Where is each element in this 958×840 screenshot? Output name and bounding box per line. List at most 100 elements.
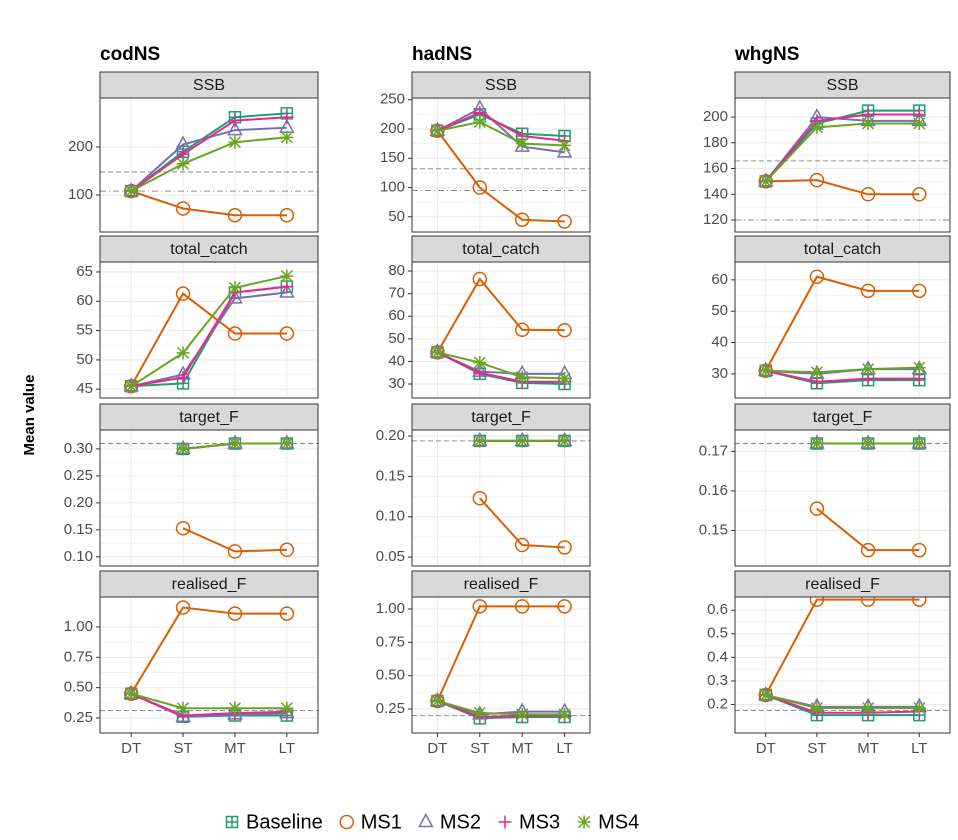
series-line	[436, 107, 565, 154]
strip-label: total_catch	[170, 241, 247, 258]
marker	[280, 269, 294, 283]
marker	[810, 120, 824, 134]
x-tick-label: ST	[173, 740, 192, 757]
series-line	[764, 113, 920, 183]
strip	[99, 235, 319, 263]
marker	[759, 688, 773, 702]
y-tick-label: 100	[68, 186, 93, 203]
x-tick-label: LT	[279, 740, 295, 757]
marker	[558, 434, 572, 448]
x-tick-label: MT	[511, 740, 533, 757]
y-tick-label: 0.25	[376, 700, 405, 717]
y-tick-label: 0.17	[699, 442, 728, 459]
marker	[809, 501, 825, 516]
marker	[514, 212, 530, 227]
series-line	[765, 694, 920, 710]
y-tick-label: 30	[711, 365, 728, 382]
series-line	[437, 120, 565, 147]
strip	[99, 570, 319, 598]
series-line	[764, 598, 920, 696]
marker	[472, 490, 488, 506]
marker	[123, 379, 139, 394]
y-axis-label: Mean value	[21, 375, 38, 456]
marker	[279, 326, 295, 341]
marker	[279, 207, 295, 223]
marker	[912, 283, 927, 299]
strip	[734, 71, 951, 99]
marker	[912, 436, 926, 450]
y-tick-label: 150	[380, 149, 405, 166]
series-line	[130, 285, 287, 388]
marker	[176, 370, 190, 384]
marker	[227, 207, 243, 223]
y-tick-label: 40	[388, 352, 405, 369]
series-line	[765, 694, 920, 714]
y-tick-label: 160	[703, 160, 728, 177]
marker	[176, 442, 190, 456]
marker	[810, 365, 824, 379]
series-line	[436, 351, 565, 383]
marker	[473, 356, 487, 370]
marker	[227, 121, 243, 136]
y-tick-label: 0.4	[707, 648, 728, 665]
x-tick-label: DT	[121, 740, 141, 757]
y-tick-label: 0.15	[699, 521, 728, 538]
marker	[472, 599, 488, 614]
series-line	[479, 497, 565, 549]
marker	[912, 372, 926, 386]
y-tick-label: 120	[703, 211, 728, 228]
strip	[411, 235, 591, 263]
y-tick-label: 40	[711, 334, 728, 351]
marker	[860, 283, 876, 299]
series-line	[130, 275, 288, 388]
y-tick-label: 60	[388, 307, 405, 324]
marker	[861, 116, 875, 130]
strip-label: realised_F	[805, 576, 880, 593]
series-line	[437, 700, 565, 716]
strip	[734, 570, 951, 598]
panel-background	[100, 430, 318, 566]
marker	[176, 157, 190, 171]
marker	[280, 436, 294, 450]
y-tick-label: 30	[388, 375, 405, 392]
y-tick-label: 0.3	[707, 672, 728, 689]
y-tick-label: 0.75	[64, 648, 93, 665]
marker	[430, 693, 445, 709]
strip	[734, 403, 951, 431]
series-line	[436, 605, 565, 702]
y-tick-label: 100	[380, 178, 405, 195]
marker	[175, 286, 191, 301]
marker	[515, 370, 529, 384]
panel-background	[412, 98, 590, 232]
legend-label: MS4	[598, 811, 639, 833]
marker	[809, 172, 825, 188]
panel-background	[100, 262, 318, 398]
marker	[175, 600, 191, 615]
x-tick-label: DT	[427, 740, 447, 757]
marker	[175, 520, 191, 536]
marker	[861, 436, 875, 450]
marker	[558, 707, 572, 721]
series-line	[130, 136, 287, 193]
y-tick-label: 50	[76, 351, 93, 368]
legend-marker	[498, 815, 512, 829]
y-tick-label: 180	[703, 134, 728, 151]
marker	[912, 542, 927, 558]
y-tick-label: 0.15	[64, 521, 93, 538]
y-tick-label: 60	[76, 292, 93, 309]
marker	[473, 434, 487, 448]
strip-label: realised_F	[172, 576, 247, 593]
y-tick-label: 0.6	[707, 601, 728, 618]
series-line	[436, 130, 565, 223]
marker	[515, 707, 529, 721]
y-tick-label: 50	[388, 330, 405, 347]
marker	[557, 322, 572, 338]
marker	[175, 201, 191, 216]
y-tick-label: 140	[703, 185, 728, 202]
strip	[734, 235, 951, 263]
x-tick-label: LT	[556, 740, 572, 757]
strip-label: target_F	[179, 409, 239, 426]
strip	[411, 570, 591, 598]
strip-label: target_F	[813, 409, 873, 426]
column-title: hadNS	[412, 44, 472, 65]
